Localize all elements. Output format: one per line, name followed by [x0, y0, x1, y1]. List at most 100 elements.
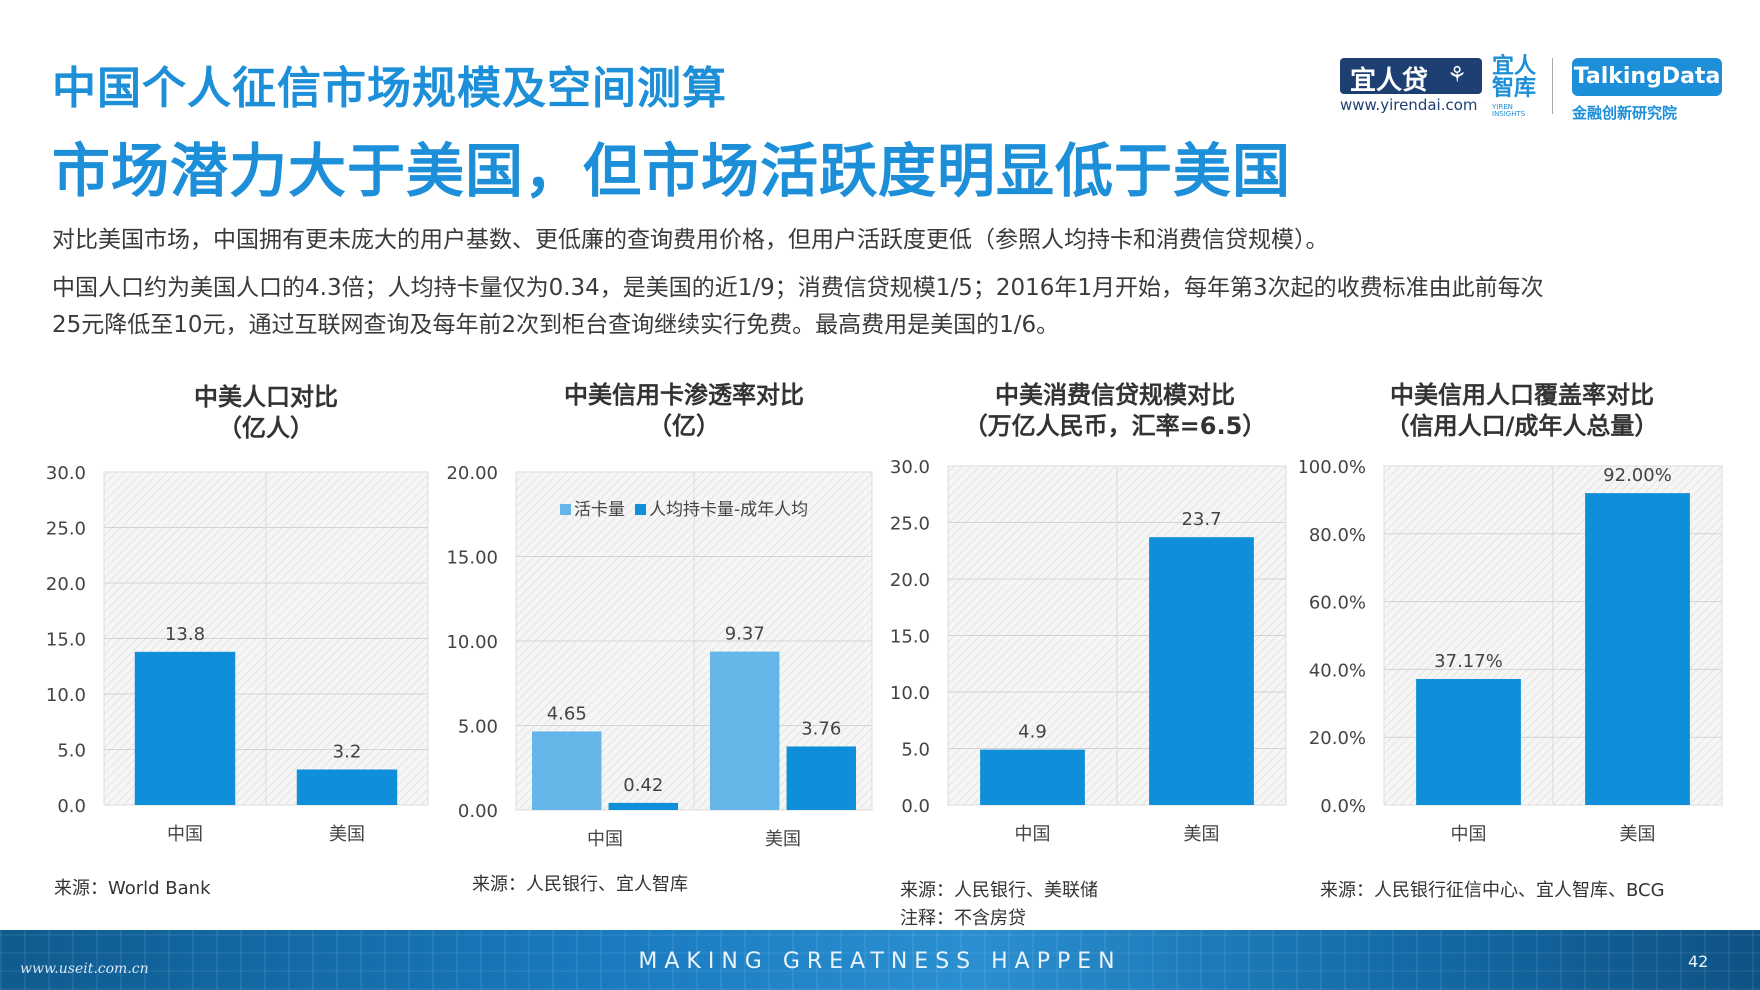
chart-3-source: 来源：人民银行、美联储 [900, 880, 1098, 901]
legend-swatch [560, 504, 571, 515]
chart-4-title-line-2: （信用人口/成年人总量） [1385, 412, 1659, 440]
body-paragraph-2-line-2: 25元降低至10元，通过互联网查询及每年前2次到柜台查询继续实行免费。最高费用是… [52, 312, 1060, 338]
footer-tagline: MAKING GREATNESS HAPPEN [638, 949, 1122, 974]
people-icon: ⚘ [1447, 63, 1467, 88]
bar [296, 769, 398, 805]
bar [710, 651, 780, 810]
chart-consumer-credit: 0.0 5.0 10.0 15.0 20.0 25.0 30.0 4.9 中国 23.7 美国 [890, 457, 1287, 845]
x-tick-label: 中国 [167, 824, 203, 845]
x-tick-label: 中国 [587, 829, 623, 850]
data-label: 0.42 [623, 775, 663, 796]
page-number: 42 [1688, 952, 1709, 971]
y-tick-label: 20.00 [446, 463, 498, 484]
y-tick-label: 10.00 [446, 632, 498, 653]
y-tick-label: 5.00 [458, 717, 498, 738]
y-tick-label: 10.0 [890, 683, 930, 704]
data-label: 92.00% [1603, 465, 1672, 486]
y-tick-label: 20.0% [1309, 728, 1366, 749]
chart-1-title: 中美人口对比 （亿人） [146, 382, 386, 444]
y-tick-label: 0.0% [1320, 796, 1366, 817]
plot-border [103, 471, 429, 806]
logo-divider [1552, 58, 1553, 114]
body-paragraph-2: 中国人口约为美国人口的4.3倍；人均持卡量仅为0.34，是美国的近1/9；消费信… [52, 270, 1544, 344]
y-tick-label: 5.0 [901, 740, 930, 761]
chart-3-title-line-1: 中美消费信贷规模对比 [995, 381, 1235, 409]
talkingdata-sub: 金融创新研究院 [1572, 104, 1678, 122]
body-paragraph-1: 对比美国市场，中国拥有更未庞大的用户基数、更低廉的查询费用价格，但用户活跃度更低… [52, 227, 1329, 253]
chart-1-title-line-2: （亿人） [218, 414, 314, 442]
x-tick-label: 美国 [1184, 824, 1220, 845]
chart-2-title-line-2: （亿） [648, 412, 720, 440]
y-tick-label: 20.0 [46, 574, 86, 595]
x-tick-label: 中国 [1015, 824, 1051, 845]
yiren-insights-sub: YIREN INSIGHTS [1492, 103, 1526, 118]
chart-3-title: 中美消费信贷规模对比 （万亿人民币，汇率=6.5） [950, 380, 1280, 442]
y-tick-label: 15.0 [890, 627, 930, 648]
data-label: 3.76 [801, 718, 841, 739]
chart-3-note: 注释：不含房贷 [900, 908, 1026, 929]
chart-1-source: 来源：World Bank [54, 878, 211, 899]
data-label: 4.65 [547, 703, 587, 724]
y-tick-label: 25.0 [890, 514, 930, 535]
y-tick-label: 25.0 [46, 519, 86, 540]
footer-banner [0, 930, 1760, 990]
y-tick-label: 30.0 [890, 457, 930, 478]
y-tick-label: 0.0 [901, 796, 930, 817]
y-tick-label: 30.0 [46, 463, 86, 484]
chart-2-title-line-1: 中美信用卡渗透率对比 [564, 381, 804, 409]
yiren-insights-logo: 宜人智库 [1492, 54, 1537, 101]
y-tick-label: 60.0% [1309, 593, 1366, 614]
chart-1-title-line-1: 中美人口对比 [194, 383, 338, 411]
yirendai-url: www.yirendai.com [1340, 96, 1478, 114]
bar [1416, 678, 1521, 805]
chart-4-title-line-1: 中美信用人口覆盖率对比 [1390, 381, 1654, 409]
watermark: www.useit.com.cn [20, 961, 149, 977]
talkingdata-logo: TalkingData [1572, 58, 1722, 96]
data-label: 37.17% [1434, 651, 1503, 672]
footer-texture [0, 930, 1760, 990]
y-tick-label: 40.0% [1309, 660, 1366, 681]
y-tick-label: 15.00 [446, 548, 498, 569]
legend-label: 人均持卡量-成年人均 [649, 500, 808, 520]
bar [134, 651, 236, 805]
yirendai-logo-text: 宜人贷 [1350, 66, 1429, 96]
data-label: 23.7 [1181, 509, 1221, 530]
chart-3-title-line-2: （万亿人民币，汇率=6.5） [963, 412, 1267, 440]
plot-border [1383, 465, 1723, 806]
y-tick-label: 100.0% [1300, 457, 1366, 478]
data-label: 13.8 [165, 624, 205, 645]
bar [532, 731, 602, 810]
y-tick-label: 0.00 [458, 801, 498, 822]
chart-4-source: 来源：人民银行征信中心、宜人智库、BCG [1320, 880, 1665, 901]
data-label: 9.37 [725, 624, 765, 645]
chart-population: 0.0 5.0 10.0 15.0 20.0 25.0 30.0 13.8 中国 3.2 美国 [46, 463, 429, 845]
x-tick-label: 中国 [1451, 824, 1487, 845]
x-tick-label: 美国 [329, 824, 365, 845]
body-paragraph-2-line-1: 中国人口约为美国人口的4.3倍；人均持卡量仅为0.34，是美国的近1/9；消费信… [52, 275, 1544, 301]
plot-border [515, 471, 873, 811]
y-tick-label: 5.0 [57, 741, 86, 762]
legend-swatch [635, 504, 646, 515]
chart-4-title: 中美信用人口覆盖率对比 （信用人口/成年人总量） [1372, 380, 1672, 442]
chart-2-title: 中美信用卡渗透率对比 （亿） [534, 380, 834, 442]
chart-credit-card: 0.00 5.00 10.00 15.00 20.00 4.65 0.42 中国 9.37 3.7… [446, 463, 873, 850]
x-tick-label: 美国 [765, 829, 801, 850]
page-title: 中国个人征信市场规模及空间测算 [52, 63, 727, 114]
bar [980, 749, 1085, 805]
chart-credit-coverage: 0.0% 20.0% 40.0% 60.0% 80.0% 100.0% 37.17% 中国 92… [1300, 457, 1723, 845]
bar [1149, 537, 1254, 805]
plot-border [947, 465, 1287, 806]
y-tick-label: 15.0 [46, 630, 86, 651]
y-tick-label: 20.0 [890, 570, 930, 591]
page-headline: 市场潜力大于美国，但市场活跃度明显低于美国 [52, 137, 1292, 205]
data-label: 4.9 [1018, 722, 1047, 743]
yirendai-logo: 宜人贷 [1340, 58, 1482, 96]
bar [786, 746, 856, 810]
y-tick-label: 0.0 [57, 796, 86, 817]
legend-label: 活卡量 [574, 500, 625, 520]
x-tick-label: 美国 [1620, 824, 1656, 845]
bar [1585, 493, 1690, 805]
data-label: 3.2 [333, 741, 362, 762]
y-tick-label: 10.0 [46, 685, 86, 706]
bar [608, 802, 678, 810]
